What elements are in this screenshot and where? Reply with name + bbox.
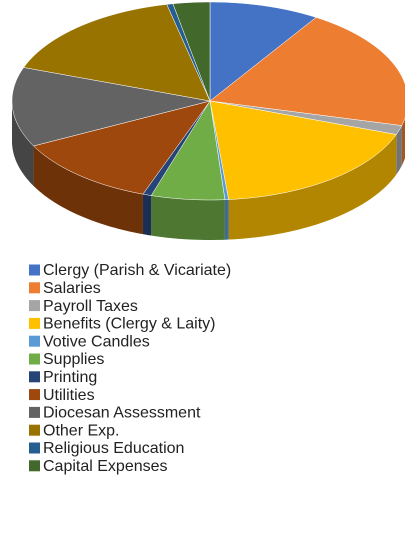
pie-side-shade [142, 194, 152, 236]
legend-swatch [29, 389, 40, 401]
legend-label: Clergy (Parish & Vicariate) [43, 262, 231, 279]
pie-side [33, 145, 143, 235]
legend-swatch [29, 317, 40, 329]
legend-swatch [29, 282, 40, 294]
pie-side [142, 194, 152, 236]
legend-label: Other Exp. [43, 422, 119, 439]
pie-slice [11, 67, 211, 147]
legend-label: Capital Expenses [43, 458, 168, 475]
legend: Clergy (Parish & Vicariate)SalariesPayro… [29, 262, 231, 475]
legend-label: Votive Candles [43, 333, 150, 350]
pie-side [396, 125, 402, 175]
pie-side-shade [224, 199, 229, 240]
legend-swatch [29, 460, 40, 472]
legend-swatch [29, 335, 40, 347]
legend-label: Religious Education [43, 440, 184, 457]
legend-swatch [29, 424, 40, 436]
pie-side [228, 134, 397, 240]
legend-label: Diocesan Assessment [43, 405, 201, 422]
legend-swatch [29, 442, 40, 454]
pie-side-shade [228, 134, 397, 240]
legend-label: Benefits (Clergy & Laity) [43, 316, 216, 333]
legend-label: Supplies [43, 351, 104, 368]
pie-side-shade [396, 125, 402, 175]
pie-slice [172, 1, 211, 102]
pie-sides [12, 101, 405, 240]
pie-slice [33, 100, 211, 195]
pie-side-shade [151, 195, 225, 240]
pie-side [401, 118, 405, 166]
pie-side [12, 101, 34, 186]
legend-label: Utilities [43, 387, 95, 404]
pie-side-shade [12, 101, 34, 186]
pie-top [11, 1, 405, 201]
pie-slice [209, 1, 317, 102]
legend-label: Payroll Taxes [43, 298, 138, 315]
pie-slice [150, 100, 226, 201]
pie-slice [209, 100, 397, 200]
pie-side [224, 199, 229, 240]
legend-swatch [29, 300, 40, 312]
pie-side-shade [33, 145, 143, 235]
legend-swatch [29, 371, 40, 383]
legend-swatch [29, 264, 40, 276]
legend-label: Printing [43, 369, 97, 386]
legend-swatch [29, 406, 40, 418]
pie-side-shade [401, 118, 405, 166]
pie-side [151, 195, 225, 240]
legend-swatch [29, 353, 40, 365]
legend-label: Salaries [43, 280, 101, 297]
pie-slice [209, 17, 405, 126]
pie-slice [23, 4, 211, 102]
